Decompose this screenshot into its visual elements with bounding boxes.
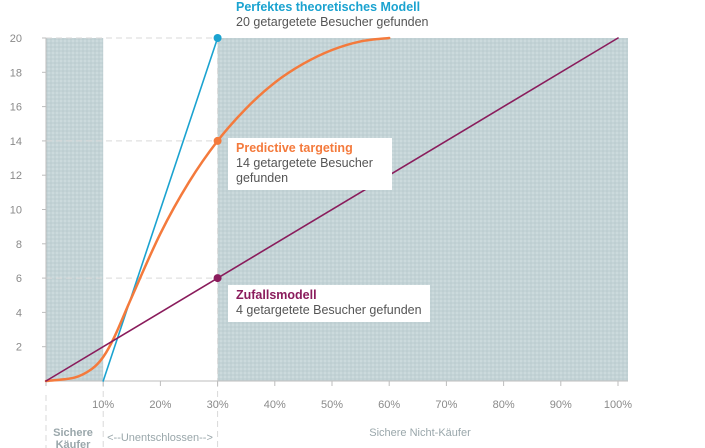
marker-random	[213, 274, 222, 283]
x-tick-label: 10%	[92, 399, 114, 411]
annotation-predictive: Predictive targeting 14 getargetete Besu…	[228, 138, 392, 190]
marker-perfect	[213, 34, 222, 42]
zone-labels: Sichere Käufer <--Unentschlossen--> Sich…	[53, 427, 471, 448]
annotation-predictive-subtitle: 14 getargetete Besucher gefunden	[236, 156, 373, 185]
annotation-perfect-subtitle: 20 getargetete Besucher gefunden	[236, 15, 429, 29]
x-tick-label: 30%	[207, 399, 229, 411]
tick-labels: 10% 20% 30% 40% 50% 60% 70% 80% 90% 100% 2 4 6 8 10 12 1…	[10, 33, 633, 411]
x-tick-label: 60%	[378, 399, 400, 411]
y-tick-label: 4	[16, 307, 22, 319]
y-tick-label: 2	[16, 342, 22, 354]
annotation-random-subtitle: 4 getargetete Besucher gefunden	[236, 303, 422, 317]
y-tick-label: 6	[16, 273, 22, 285]
y-tick-label: 12	[10, 170, 22, 182]
shaded-zone-0	[46, 38, 104, 381]
x-tick-label: 20%	[149, 399, 171, 411]
x-tick-label: 70%	[435, 399, 457, 411]
series-line-random	[45, 37, 619, 382]
annotation-predictive-title: Predictive targeting	[236, 141, 353, 155]
zone-right-label: Sichere Nicht-Käufer	[369, 427, 471, 439]
shaded-zones	[46, 38, 628, 381]
guide-lines	[45, 37, 219, 448]
x-tick-label: 90%	[550, 399, 572, 411]
y-tick-label: 18	[10, 67, 22, 79]
x-tick-label: 40%	[264, 399, 286, 411]
annotation-perfect-title: Perfektes theoretisches Modell	[236, 0, 421, 14]
x-tick-label: 100%	[604, 399, 632, 411]
shaded-zone-1	[217, 38, 628, 381]
annotation-random-title: Zufallsmodell	[236, 288, 317, 302]
series-line-predictive	[44, 36, 391, 383]
axes	[42, 37, 628, 386]
x-tick-label: 50%	[321, 399, 343, 411]
zone-middle-label: <--Unentschlossen-->	[107, 432, 213, 444]
annotation-perfect: Perfektes theoretisches Modell 20 getarg…	[228, 0, 437, 34]
y-tick-label: 8	[16, 239, 22, 251]
zone-left-line2: Käufer	[56, 439, 92, 448]
y-tick-label: 20	[10, 33, 22, 45]
y-tick-label: 14	[10, 136, 22, 148]
markers	[213, 34, 222, 283]
series-lines	[44, 36, 619, 383]
x-tick-label: 80%	[493, 399, 515, 411]
zone-left-line1: Sichere	[53, 427, 93, 439]
y-tick-label: 16	[10, 102, 22, 114]
marker-predictive	[213, 136, 222, 145]
y-tick-label: 10	[10, 205, 22, 217]
annotation-random: Zufallsmodell 4 getargetete Besucher gef…	[228, 285, 430, 322]
series-line-perfect	[102, 37, 219, 382]
